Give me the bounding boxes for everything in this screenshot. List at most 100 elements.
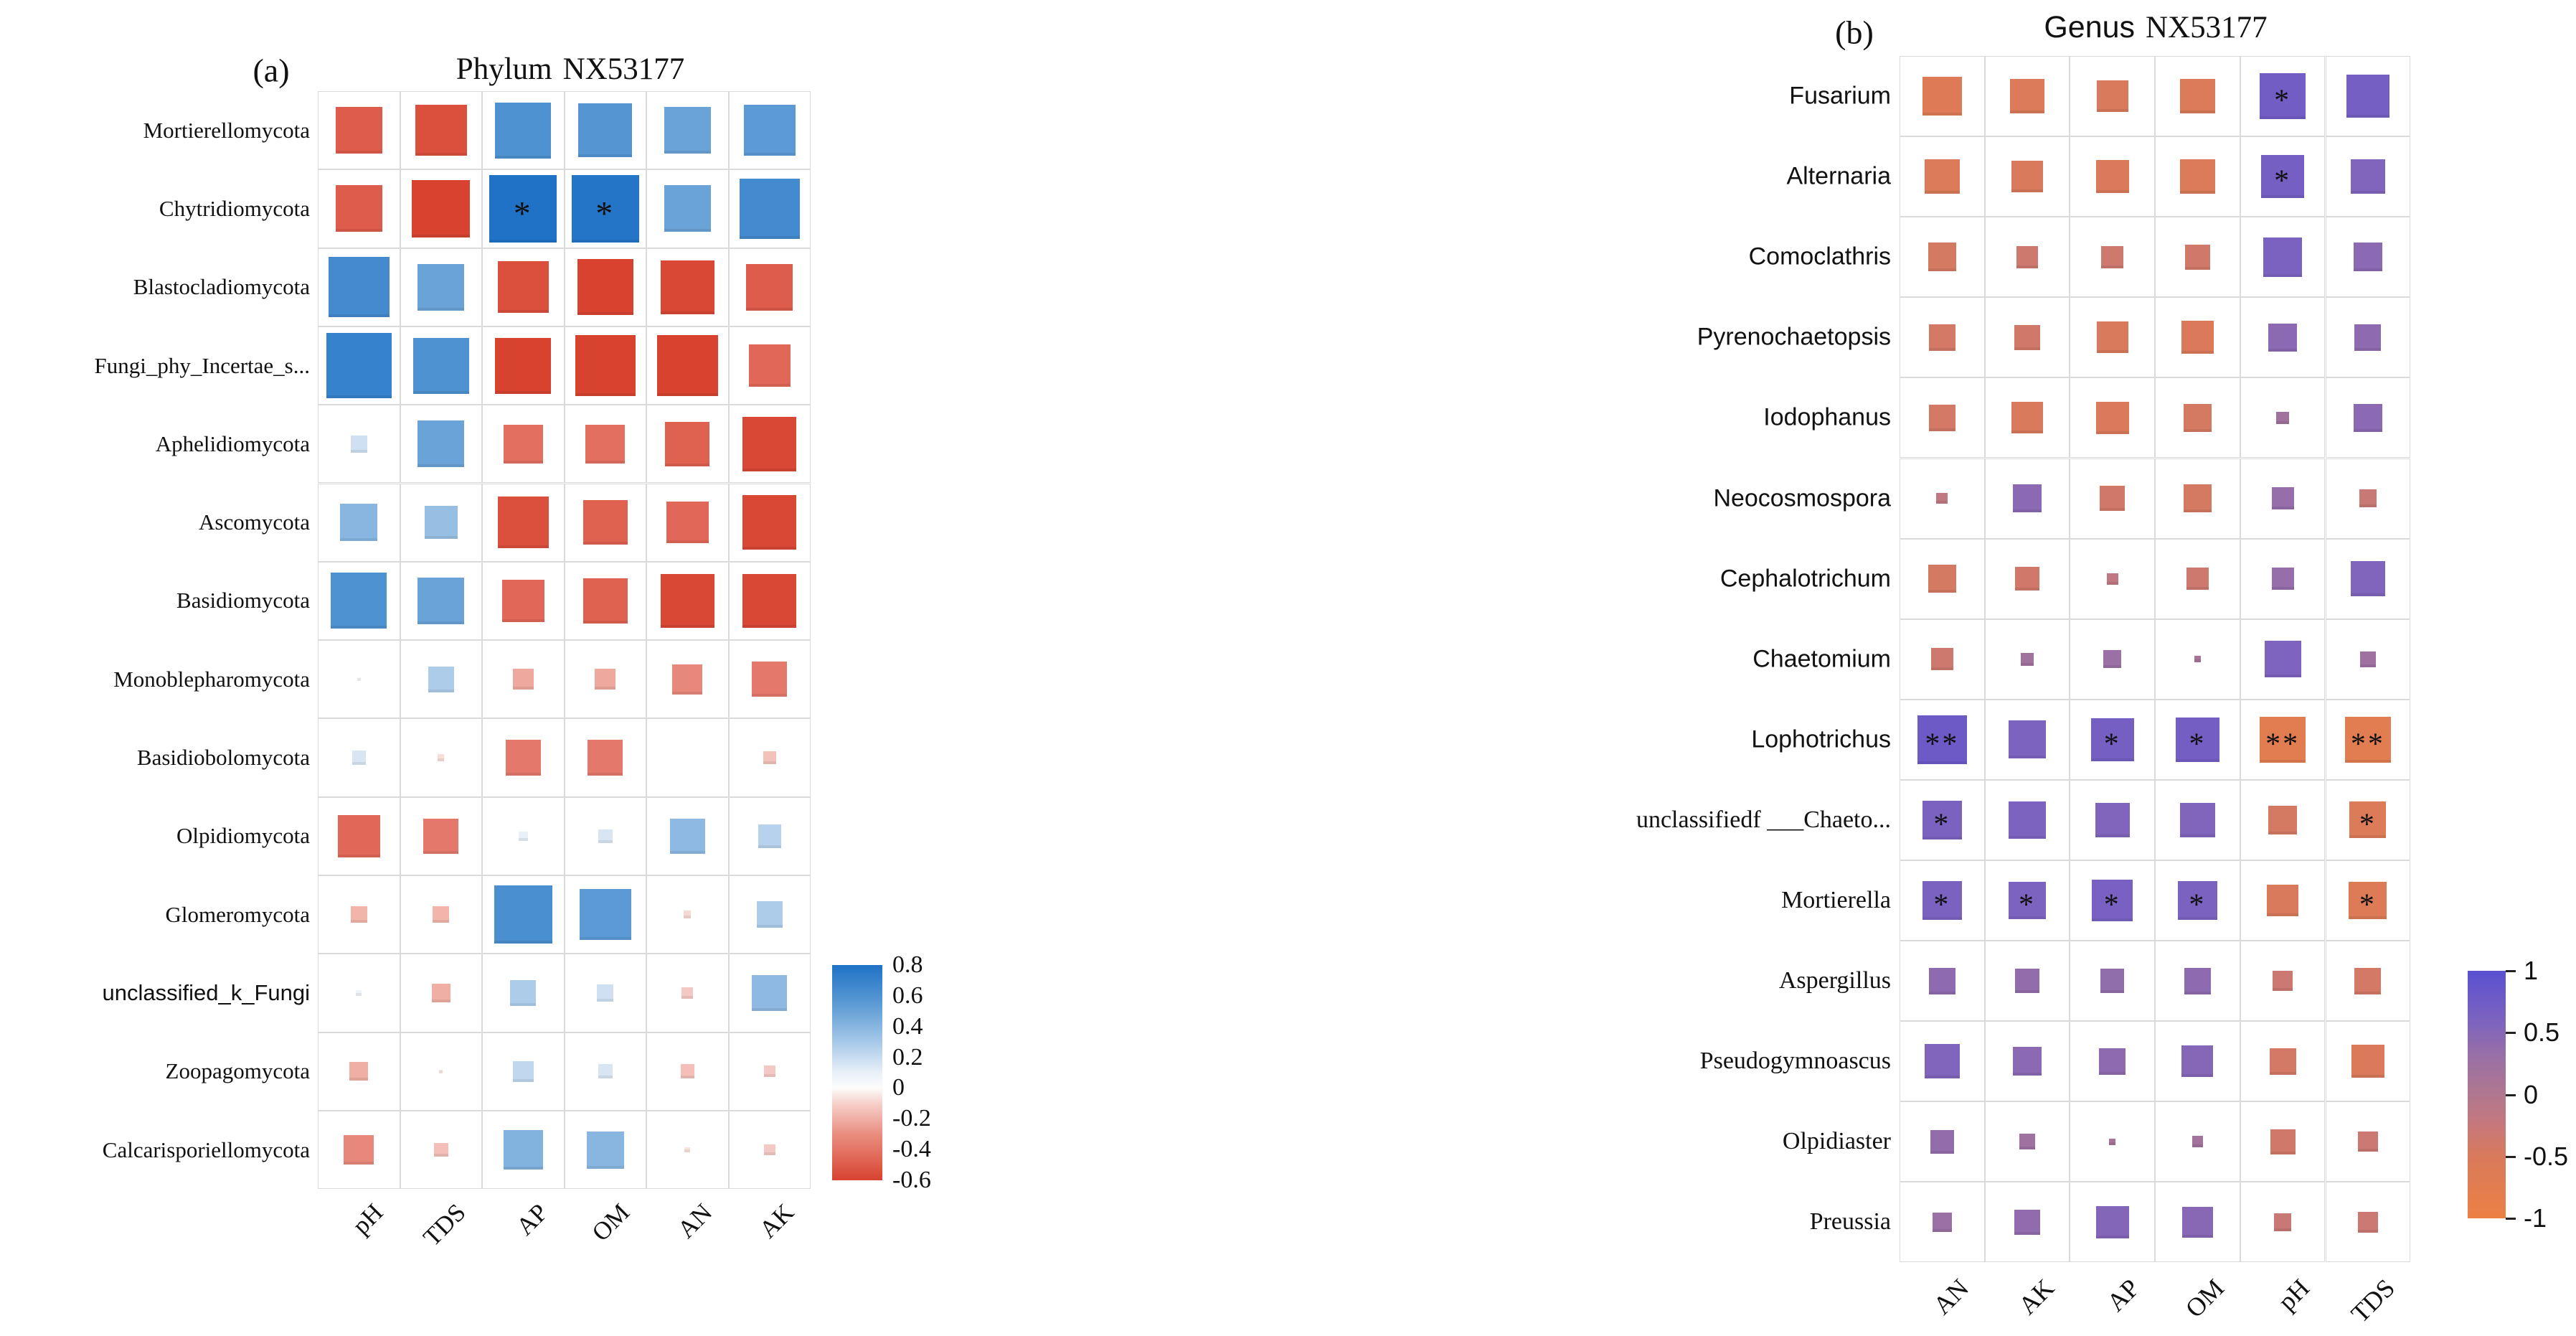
- heatmap-cell: [400, 1110, 482, 1190]
- correlation-square: [681, 987, 694, 999]
- correlation-square: **: [1917, 715, 1967, 765]
- correlation-square: *: [2092, 880, 2133, 921]
- correlation-square: [2354, 967, 2382, 994]
- heatmap-cell: [564, 483, 646, 562]
- column-label: AN: [1928, 1273, 1975, 1320]
- correlation-square: [595, 669, 616, 690]
- correlation-square: [415, 104, 467, 156]
- correlation-square: [2184, 244, 2211, 270]
- heatmap-cell: [318, 875, 400, 954]
- heatmap-cell: [646, 326, 729, 405]
- heatmap-cell: [564, 1032, 646, 1111]
- correlation-square: [350, 905, 367, 923]
- correlation-square: *: [2008, 881, 2047, 921]
- correlation-square: [503, 1130, 543, 1170]
- heatmap-cell: [564, 91, 646, 170]
- heatmap-cell: [400, 796, 482, 875]
- heatmap-cell: **: [2240, 699, 2326, 780]
- correlation-square: [742, 417, 797, 471]
- heatmap-cell: [1984, 699, 2070, 780]
- heatmap-cell: [1900, 297, 1985, 378]
- colorbar-tick: [2506, 970, 2516, 972]
- heatmap-cell: [2240, 458, 2326, 539]
- significance-marker: *: [2189, 728, 2207, 761]
- heatmap-cell: [2325, 941, 2411, 1022]
- heatmap-cell: [482, 954, 565, 1032]
- heatmap-cell: [728, 718, 811, 797]
- colorbar-tick-label: -1: [2524, 1203, 2547, 1233]
- heatmap-cell: [646, 796, 729, 875]
- row-label: Mortierella: [1781, 887, 1891, 914]
- heatmap-cell: [646, 91, 729, 170]
- correlation-square: *: [2349, 881, 2387, 922]
- heatmap-cell: [728, 796, 811, 875]
- heatmap-cell: [1900, 1182, 1985, 1263]
- correlation-square: [438, 754, 445, 761]
- heatmap-cell: [2070, 1021, 2156, 1102]
- heatmap-cell: [318, 169, 400, 248]
- heatmap-cell: [2070, 618, 2156, 700]
- row-label: unclassifiedf ___Chaeto...: [1636, 806, 1891, 833]
- correlation-square: [2271, 487, 2294, 509]
- correlation-square: *: [2090, 718, 2134, 761]
- row-label: Olpidiaster: [1782, 1128, 1891, 1155]
- heatmap-cell: [728, 875, 811, 954]
- correlation-square: [417, 420, 465, 468]
- heatmap-cell: [646, 248, 729, 326]
- correlation-square: [425, 506, 458, 539]
- heatmap-cell: [2155, 136, 2240, 217]
- heatmap-cell: [400, 954, 482, 1032]
- correlation-square: [752, 662, 788, 697]
- correlation-square: [2183, 403, 2212, 433]
- heatmap-cell: [2070, 56, 2156, 137]
- correlation-square: [2184, 967, 2211, 994]
- heatmap-cell: [2325, 1182, 2411, 1263]
- heatmap-cell: *: [1900, 779, 1985, 860]
- significance-marker: *: [2359, 888, 2377, 922]
- row-label: Basidiomycota: [176, 588, 310, 613]
- heatmap-cell: [564, 405, 646, 484]
- correlation-square: [598, 1064, 613, 1078]
- correlation-square: [434, 1142, 448, 1157]
- correlation-square: [2354, 243, 2382, 272]
- heatmap-cell: [400, 405, 482, 484]
- heatmap-cell: [400, 169, 482, 248]
- correlation-square: [502, 580, 544, 622]
- correlation-square: [2350, 561, 2386, 596]
- correlation-square: [412, 337, 469, 394]
- correlation-square: [2276, 411, 2289, 425]
- panel-b-title-prefix: Genus: [2044, 10, 2136, 44]
- correlation-square: [518, 831, 528, 841]
- correlation-square: [742, 495, 797, 550]
- heatmap-cell: [2325, 538, 2411, 619]
- heatmap-cell: [728, 561, 811, 641]
- correlation-square: [2267, 885, 2299, 917]
- correlation-square: [510, 979, 537, 1007]
- heatmap-cell: [2155, 538, 2240, 619]
- colorbar-tick-label: 1: [2524, 956, 2539, 985]
- correlation-square: [2008, 801, 2047, 839]
- column-label: AP: [2100, 1273, 2145, 1317]
- heatmap-cell: [564, 796, 646, 875]
- correlation-square: [503, 424, 543, 464]
- heatmap-cell: [1984, 779, 2070, 860]
- heatmap-cell: [482, 561, 565, 641]
- significance-marker: *: [2103, 888, 2121, 922]
- row-label: Glomeromycota: [165, 901, 310, 927]
- correlation-square: [2180, 802, 2215, 838]
- colorbar-tick-label: -0.6: [892, 1167, 931, 1193]
- correlation-square: [2008, 720, 2047, 759]
- panel-b-letter: (b): [1835, 14, 1874, 51]
- heatmap-cell: [318, 248, 400, 326]
- correlation-square: [739, 178, 800, 240]
- correlation-square: [758, 824, 781, 848]
- correlation-square: [2016, 245, 2039, 268]
- heatmap-cell: [400, 326, 482, 405]
- row-label: Aspergillus: [1778, 967, 1891, 994]
- correlation-square: [2359, 489, 2377, 507]
- correlation-square: [763, 1065, 775, 1078]
- correlation-square: [1930, 1129, 1955, 1154]
- heatmap-cell: [482, 1110, 565, 1190]
- correlation-square: [2100, 485, 2126, 512]
- heatmap-cell: [728, 91, 811, 170]
